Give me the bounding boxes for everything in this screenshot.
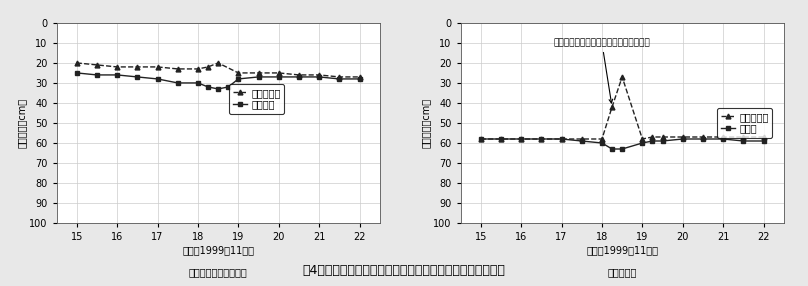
Text: 围4　　遗水幕と水位調節水甲による転作田地下水位の変化: 围4 遗水幕と水位調節水甲による転作田地下水位の変化 [302, 265, 506, 277]
排水路側 [355, 77, 364, 81]
Text: 降雨のため一時的に地下水位が上昇する: 降雨のため一時的に地下水位が上昇する [553, 38, 650, 103]
農　道　側 [678, 135, 688, 139]
農　道　側 [577, 137, 587, 141]
排水路 [698, 137, 708, 141]
排水路 [608, 147, 617, 151]
排水路 [658, 139, 667, 143]
排水路 [718, 137, 728, 141]
排水路 [476, 137, 486, 141]
農　道　側 [698, 135, 708, 139]
Line: 排水路側: 排水路側 [74, 71, 362, 91]
農　道　側 [153, 65, 162, 69]
農　道　側 [759, 135, 768, 139]
排水路側 [224, 85, 234, 89]
農　道　側 [112, 65, 122, 69]
農　道　側 [254, 71, 263, 75]
排水路 [759, 139, 768, 143]
農　道　側 [274, 71, 284, 75]
排水路側 [72, 71, 82, 75]
Line: 排水路: 排水路 [478, 137, 766, 151]
排水路側 [234, 77, 243, 81]
Legend: 農　道　側, 排水路: 農 道 側, 排水路 [717, 108, 772, 138]
排水路側 [314, 75, 324, 79]
排水路側 [92, 73, 102, 77]
農　道　側 [92, 63, 102, 67]
農　道　側 [193, 67, 203, 71]
排水路側 [335, 77, 344, 81]
農　道　側 [476, 137, 486, 141]
農　道　側 [617, 75, 627, 79]
農　道　側 [234, 71, 243, 75]
排水路 [557, 137, 566, 141]
農　道　側 [638, 137, 647, 141]
農　道　側 [204, 65, 213, 69]
排水路 [638, 141, 647, 145]
排水路 [496, 137, 506, 141]
排水路側 [254, 75, 263, 79]
排水路 [577, 139, 587, 143]
農　道　側 [597, 137, 607, 141]
農　道　側 [648, 135, 658, 139]
排水路側 [204, 85, 213, 89]
農　道　側 [516, 137, 526, 141]
農　道　側 [739, 135, 748, 139]
農　道　側 [133, 65, 142, 69]
Y-axis label: 地下水位（cm）: 地下水位（cm） [420, 98, 431, 148]
排水路側 [274, 75, 284, 79]
X-axis label: 日付（1999年11月）: 日付（1999年11月） [586, 245, 659, 255]
Line: 農　道　側: 農 道 側 [74, 61, 362, 79]
排水路 [739, 139, 748, 143]
排水路側 [294, 75, 304, 79]
農　道　側 [173, 67, 183, 71]
排水路 [597, 141, 607, 145]
農　道　側 [213, 61, 223, 65]
農　道　側 [537, 137, 546, 141]
Text: （遗水・調節水甲区）: （遗水・調節水甲区） [189, 267, 247, 277]
農　道　側 [335, 75, 344, 79]
Y-axis label: 地下水位（cm）: 地下水位（cm） [16, 98, 27, 148]
農　道　側 [608, 105, 617, 109]
排水路 [516, 137, 526, 141]
Text: （対照区）: （対照区） [608, 267, 637, 277]
農　道　側 [658, 135, 667, 139]
排水路 [678, 137, 688, 141]
農　道　側 [557, 137, 566, 141]
農　道　側 [496, 137, 506, 141]
排水路側 [193, 81, 203, 85]
排水路側 [133, 75, 142, 79]
農　道　側 [72, 61, 82, 65]
排水路側 [213, 87, 223, 91]
農　道　側 [355, 75, 364, 79]
X-axis label: 日付（1999年11月）: 日付（1999年11月） [182, 245, 255, 255]
排水路側 [173, 81, 183, 85]
農　道　側 [718, 135, 728, 139]
排水路側 [112, 73, 122, 77]
排水路 [537, 137, 546, 141]
Line: 農　道　側: 農 道 側 [478, 75, 766, 141]
農　道　側 [314, 73, 324, 77]
排水路 [648, 139, 658, 143]
農　道　側 [294, 73, 304, 77]
Legend: 農　道　側, 排水路側: 農 道 側, 排水路側 [229, 84, 284, 114]
排水路 [617, 147, 627, 151]
排水路側 [153, 77, 162, 81]
